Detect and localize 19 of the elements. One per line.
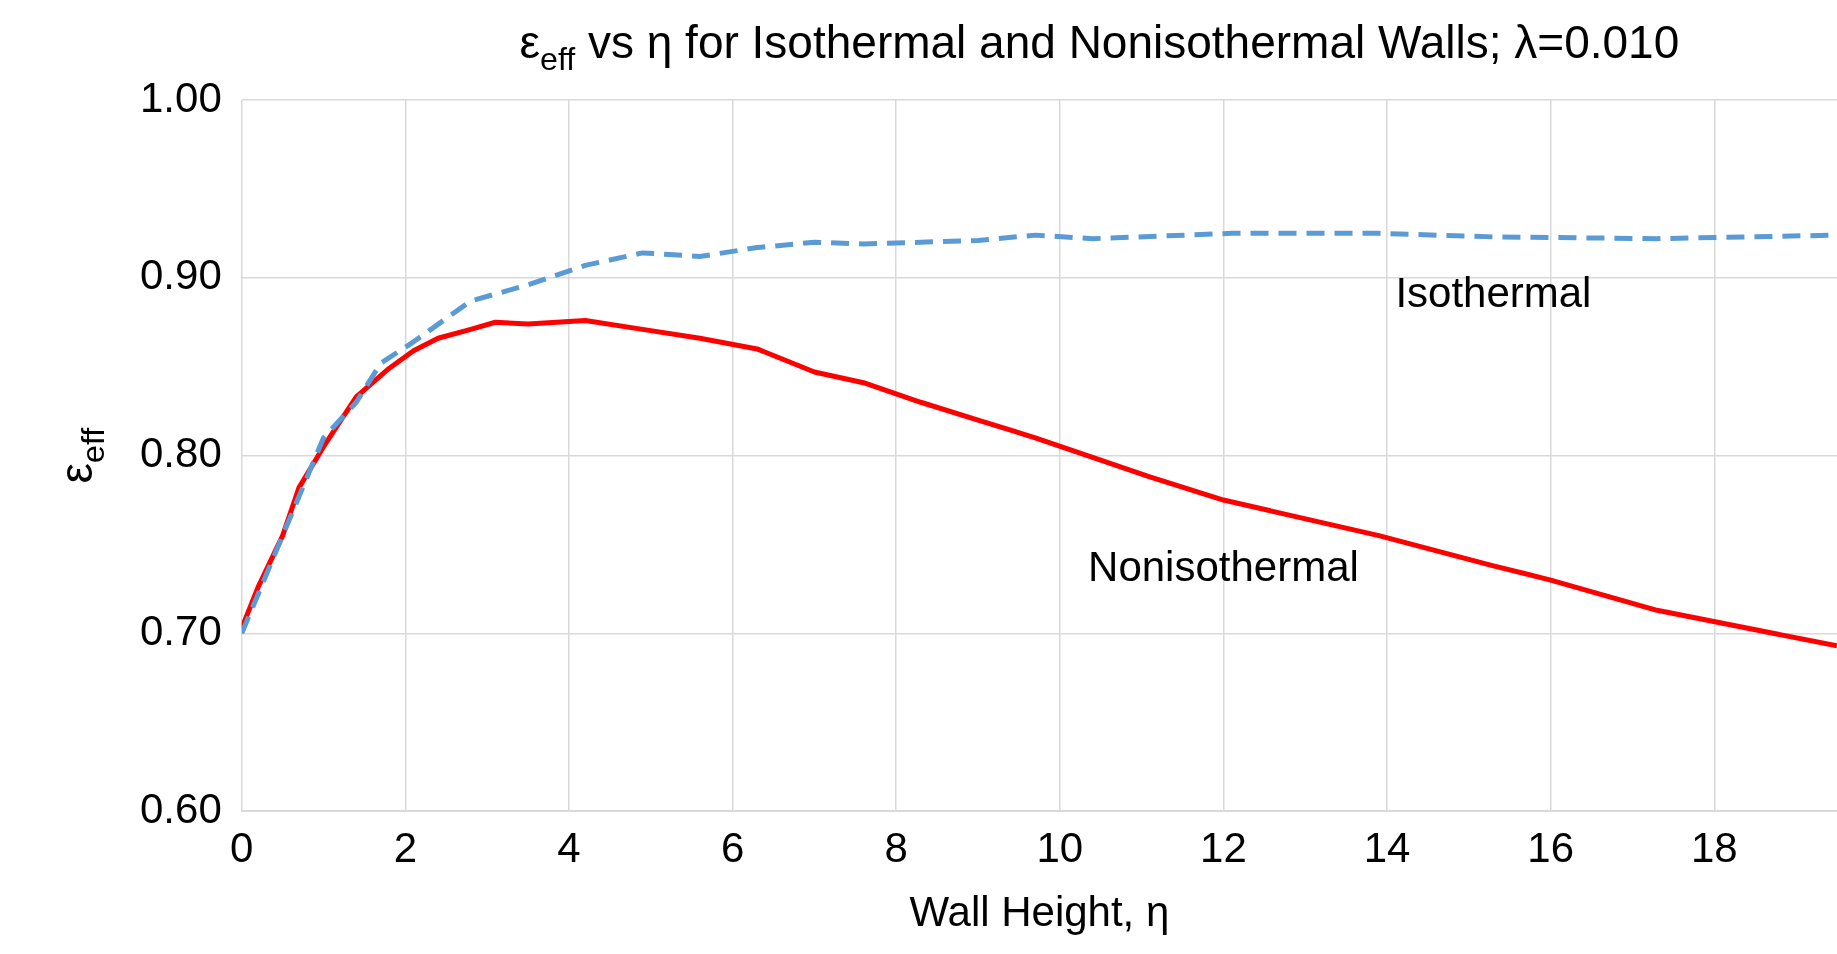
y-tick-label: 0.60 [139, 784, 222, 832]
y-tick-label: 1.00 [139, 73, 222, 121]
x-tick-label: 2 [393, 823, 418, 871]
series-label: Nonisothermal [1088, 542, 1359, 590]
x-tick-label: 4 [557, 823, 581, 871]
x-axis-title: Wall Height, η [909, 888, 1170, 936]
x-tick-label: 10 [1036, 823, 1084, 871]
y-axis-title: εeff [50, 427, 111, 484]
x-tick-label: 8 [884, 823, 908, 871]
x-tick-label: 16 [1527, 823, 1575, 871]
x-tick-label: 12 [1200, 823, 1247, 871]
x-tick-label: 6 [720, 823, 745, 871]
x-tick-label: 18 [1690, 823, 1738, 871]
y-tick-label: 0.80 [139, 429, 222, 477]
x-tick-label: 14 [1363, 823, 1411, 871]
x-tick-label: 0 [230, 823, 254, 871]
series-label: Isothermal [1395, 269, 1592, 317]
y-tick-label: 0.90 [139, 251, 222, 299]
y-tick-label: 0.70 [139, 606, 222, 654]
